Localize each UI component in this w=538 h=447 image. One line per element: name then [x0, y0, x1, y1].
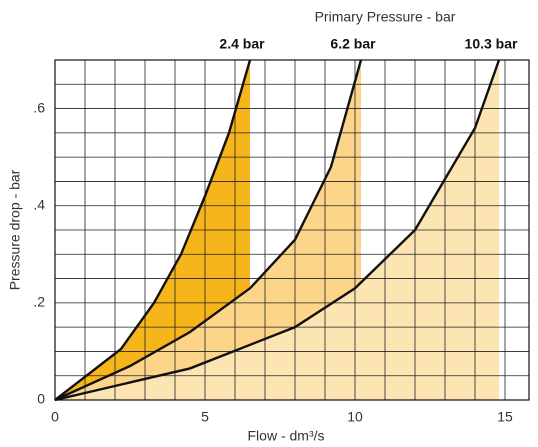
chart-title: Primary Pressure - bar: [315, 9, 456, 25]
y-tick-label: .4: [33, 196, 45, 212]
x-tick-label: 0: [51, 409, 59, 425]
legend-label: 2.4 bar: [219, 36, 265, 52]
x-tick-label: 15: [497, 409, 513, 425]
y-axis-label: Pressure drop - bar: [7, 169, 23, 290]
y-tick-label: 0: [37, 391, 45, 407]
plot-frame: [54, 59, 530, 401]
series-line: [54, 59, 363, 402]
series-line: [54, 59, 501, 402]
y-tick-label: .6: [33, 99, 45, 115]
x-tick-label: 10: [347, 409, 363, 425]
legend-label: 10.3 bar: [465, 36, 518, 52]
x-tick-label: 5: [201, 409, 209, 425]
y-tick-label: .2: [33, 294, 45, 310]
series-line: [54, 59, 252, 401]
series-area: [55, 60, 361, 400]
x-axis-label: Flow - dm³/s: [248, 428, 325, 444]
legend-label: 6.2 bar: [330, 36, 376, 52]
series-area: [55, 60, 499, 400]
series-area: [55, 60, 250, 400]
